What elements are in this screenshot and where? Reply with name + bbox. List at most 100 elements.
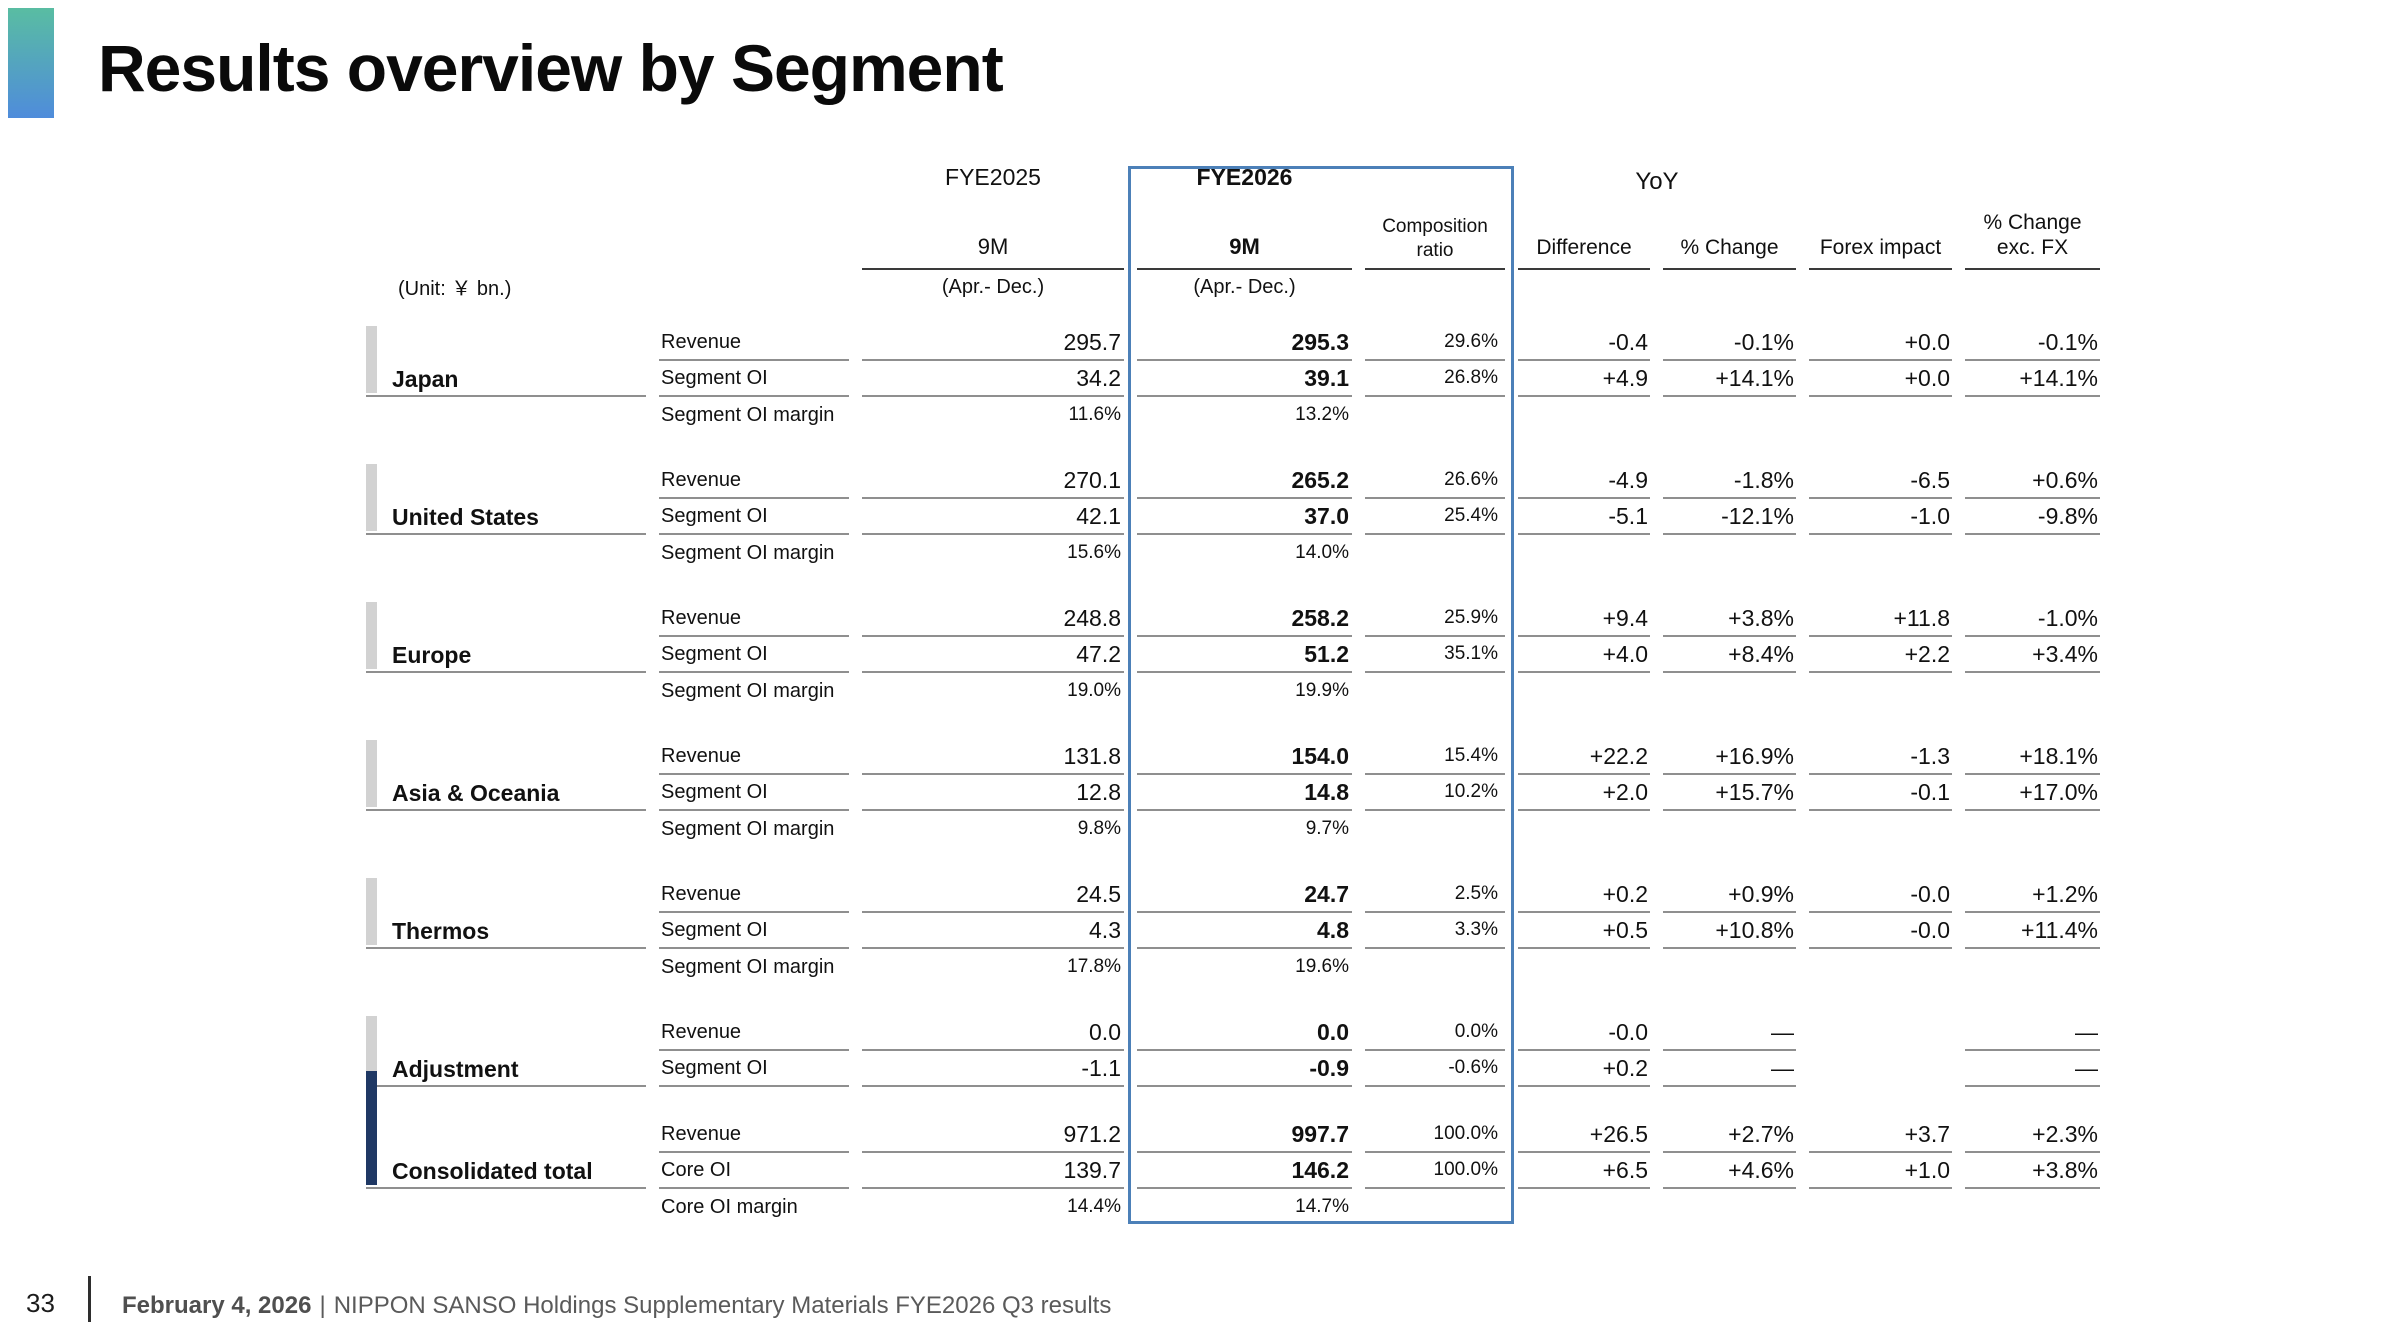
page-title: Results overview by Segment bbox=[98, 31, 1004, 105]
metric-label: Segment OI bbox=[659, 361, 849, 397]
metric-label: Segment OI bbox=[659, 637, 849, 673]
value-fye2025: 42.1 bbox=[862, 499, 1124, 535]
unit-label: (Unit: ￥ bn.) bbox=[398, 278, 512, 300]
value-composition-ratio: 25.9% bbox=[1365, 601, 1505, 637]
value-pct-change-ex-fx: -0.1% bbox=[1965, 325, 2100, 361]
value-forex-impact: -6.5 bbox=[1809, 463, 1952, 499]
value-forex-impact: -0.1 bbox=[1809, 775, 1952, 811]
value-forex-impact: +1.0 bbox=[1809, 1153, 1952, 1189]
value-pct-change-ex-fx: +18.1% bbox=[1965, 739, 2100, 775]
composition-line2: ratio bbox=[1416, 240, 1454, 261]
value-fye2025: 19.0% bbox=[1067, 680, 1121, 701]
value-fye2026: 9.7% bbox=[1305, 818, 1349, 839]
footer-date: February 4, 2026 bbox=[122, 1292, 312, 1319]
value-yoy-pct-change: -12.1% bbox=[1663, 499, 1796, 535]
value-pct-change-ex-fx: +17.0% bbox=[1965, 775, 2100, 811]
value-fye2026: 24.7 bbox=[1137, 877, 1352, 913]
value-yoy-pct-change: -1.8% bbox=[1663, 463, 1796, 499]
col-header-composition-ratio: Composition ratio bbox=[1365, 160, 1505, 270]
value-fye2025: 34.2 bbox=[862, 361, 1124, 397]
metric-label: Revenue bbox=[659, 877, 849, 913]
value-yoy-difference: +4.0 bbox=[1518, 637, 1650, 673]
brand-corner-block bbox=[8, 8, 54, 118]
pct-change-ex-fx-line1: % Change bbox=[1983, 211, 2082, 234]
segment-color-bar bbox=[366, 602, 377, 669]
value-composition-ratio: 0.0% bbox=[1365, 1015, 1505, 1051]
value-fye2026: 19.9% bbox=[1295, 680, 1349, 701]
value-yoy-difference: +9.4 bbox=[1518, 601, 1650, 637]
metric-label: Revenue bbox=[659, 325, 849, 361]
segment-color-bar bbox=[366, 1071, 377, 1185]
value-yoy-difference: +4.9 bbox=[1518, 361, 1650, 397]
value-fye2025: -1.1 bbox=[862, 1051, 1124, 1087]
value-composition-ratio: 2.5% bbox=[1365, 877, 1505, 913]
metric-label: Revenue bbox=[659, 463, 849, 499]
segment-block: United States Revenue 270.1 265.2 26.6% -4.9-… bbox=[366, 463, 2100, 571]
value-forex-impact: +3.7 bbox=[1809, 1117, 1952, 1153]
segment-color-bar bbox=[366, 878, 377, 945]
segment-block: Europe Revenue 248.8 258.2 25.9% +9.4 +3.8% +11… bbox=[366, 601, 2100, 709]
value-forex-impact bbox=[1809, 1051, 1952, 1087]
metric-label: Core OI bbox=[659, 1153, 849, 1189]
segment-color-bar bbox=[366, 326, 377, 393]
value-fye2025: 11.6% bbox=[1068, 404, 1121, 425]
value-pct-change-ex-fx: — bbox=[1965, 1051, 2100, 1087]
metric-label: Core OI margin bbox=[661, 1195, 798, 1218]
segment-name: United States bbox=[392, 504, 539, 530]
value-pct-change-ex-fx: -9.8% bbox=[1965, 499, 2100, 535]
metric-label: Revenue bbox=[659, 739, 849, 775]
value-fye2026: 51.2 bbox=[1137, 637, 1352, 673]
value-pct-change-ex-fx: +11.4% bbox=[1965, 913, 2100, 949]
value-fye2026: 14.7% bbox=[1295, 1196, 1349, 1217]
value-fye2026: 39.1 bbox=[1137, 361, 1352, 397]
value-fye2025: 15.6% bbox=[1067, 542, 1121, 563]
segment-name-cell: Japan bbox=[366, 325, 646, 397]
value-yoy-pct-change: -0.1% bbox=[1663, 325, 1796, 361]
col-header-pct-change-ex-fx: % Change exc. FX bbox=[1965, 160, 2100, 270]
value-yoy-pct-change: +0.9% bbox=[1663, 877, 1796, 913]
value-yoy-difference: +26.5 bbox=[1518, 1117, 1650, 1153]
segment-name: Europe bbox=[392, 642, 472, 668]
value-yoy-pct-change: +3.8% bbox=[1663, 601, 1796, 637]
value-composition-ratio: 29.6% bbox=[1365, 325, 1505, 361]
value-fye2026: 4.8 bbox=[1137, 913, 1352, 949]
metric-label: Segment OI margin bbox=[661, 955, 835, 978]
segment-block: Adjustment Revenue 0.0 0.0 0.0% -0.0— — Segment… bbox=[366, 1015, 2100, 1087]
value-yoy-difference: -4.9 bbox=[1518, 463, 1650, 499]
col-header-fye2026: FYE2026 9M bbox=[1137, 160, 1352, 270]
value-pct-change-ex-fx: +14.1% bbox=[1965, 361, 2100, 397]
metric-label: Segment OI bbox=[659, 499, 849, 535]
metric-label: Segment OI margin bbox=[661, 679, 835, 702]
value-yoy-pct-change: +14.1% bbox=[1663, 361, 1796, 397]
pct-change-ex-fx-line2: exc. FX bbox=[1996, 236, 2069, 259]
value-yoy-difference: +6.5 bbox=[1518, 1153, 1650, 1189]
value-composition-ratio: 3.3% bbox=[1365, 913, 1505, 949]
segment-name: Thermos bbox=[392, 918, 490, 944]
value-yoy-pct-change: +4.6% bbox=[1663, 1153, 1796, 1189]
segment-block: Asia & Oceania Revenue 131.8 154.0 15.4% +22.… bbox=[366, 739, 2100, 847]
value-fye2026: 19.6% bbox=[1295, 956, 1349, 977]
value-fye2026: 14.0% bbox=[1295, 542, 1349, 563]
value-pct-change-ex-fx: +1.2% bbox=[1965, 877, 2100, 913]
value-composition-ratio: 26.8% bbox=[1365, 361, 1505, 397]
value-yoy-difference: -0.4 bbox=[1518, 325, 1650, 361]
pct-change-label: % Change bbox=[1680, 236, 1779, 259]
segment-name: Consolidated total bbox=[392, 1158, 593, 1184]
value-fye2026: 258.2 bbox=[1137, 601, 1352, 637]
metric-label: Segment OI bbox=[659, 1051, 849, 1087]
fye2025-period: 9M bbox=[977, 234, 1009, 259]
value-fye2025: 270.1 bbox=[862, 463, 1124, 499]
value-pct-change-ex-fx: +3.4% bbox=[1965, 637, 2100, 673]
col-header-fye2025: FYE2025 9M bbox=[862, 160, 1124, 270]
value-fye2025: 12.8 bbox=[862, 775, 1124, 811]
value-fye2025: 14.4% bbox=[1067, 1196, 1121, 1217]
value-forex-impact: +0.0 bbox=[1809, 325, 1952, 361]
metric-label: Revenue bbox=[659, 601, 849, 637]
value-pct-change-ex-fx: +2.3% bbox=[1965, 1117, 2100, 1153]
segment-name-cell: Asia & Oceania bbox=[366, 739, 646, 811]
value-yoy-difference: +0.5 bbox=[1518, 913, 1650, 949]
value-yoy-difference: -5.1 bbox=[1518, 499, 1650, 535]
footer-source-text: NIPPON SANSO Holdings Supplementary Mate… bbox=[333, 1292, 1112, 1319]
segment-color-bar bbox=[366, 740, 377, 807]
